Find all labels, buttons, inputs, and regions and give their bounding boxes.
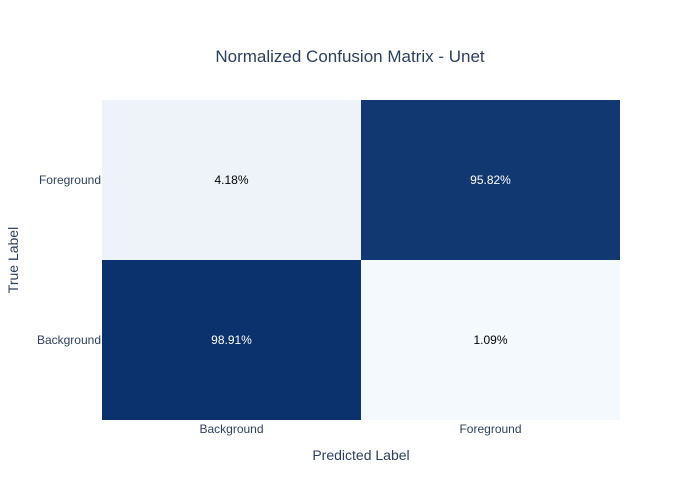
y-axis-title: True Label — [5, 227, 21, 293]
y-tick-label: Background — [37, 333, 101, 347]
cell-value-label: 95.82% — [470, 173, 511, 187]
x-tick-label: Background — [199, 422, 263, 436]
cell-value-label: 4.18% — [214, 173, 248, 187]
heatmap-cell-background-background — [102, 260, 361, 420]
heatmap-cell-foreground-foreground — [361, 100, 620, 260]
x-axis-ticks: Background Foreground — [199, 422, 521, 436]
heatmap-cell-background-foreground — [361, 260, 620, 420]
x-axis-title: Predicted Label — [312, 447, 409, 463]
chart-title: Normalized Confusion Matrix - Unet — [215, 47, 485, 66]
cell-value-label: 98.91% — [211, 333, 252, 347]
heatmap-cell-foreground-background — [102, 100, 361, 260]
y-tick-label: Foreground — [39, 173, 101, 187]
heatmap-cells: 98.91% 1.09% 4.18% 95.82% — [102, 100, 620, 420]
x-tick-label: Foreground — [459, 422, 521, 436]
y-axis-ticks: Background Foreground — [37, 173, 101, 347]
cell-value-label: 1.09% — [473, 333, 507, 347]
